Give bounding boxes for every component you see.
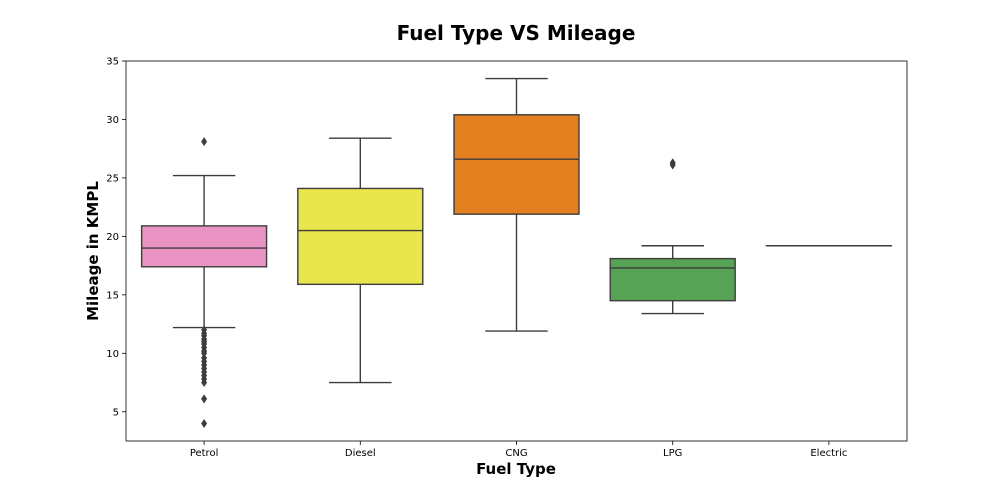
lpg-box — [609, 257, 736, 302]
cng-box — [453, 114, 580, 215]
y-tick-label-35: 35 — [106, 57, 119, 68]
y-tick-label-20: 20 — [106, 232, 119, 243]
petrol-outlier — [201, 394, 208, 404]
chart-title: Fuel Type VS Mileage — [397, 21, 636, 45]
y-tick-label-10: 10 — [106, 349, 119, 360]
y-axis-label: Mileage in KMPL — [84, 181, 102, 321]
y-tick-label-15: 15 — [106, 290, 119, 301]
y-tick-label-5: 5 — [113, 407, 119, 418]
petrol-outlier — [201, 348, 208, 358]
plot-area: 5 10 15 20 25 30 35 Petrol Diesel CNG LPG Electric — [106, 57, 908, 459]
diesel-box — [297, 187, 424, 286]
x-tick-label-lpg: LPG — [663, 448, 682, 459]
petrol-outlier — [201, 418, 208, 428]
petrol-outlier — [201, 137, 208, 147]
y-tick-label-30: 30 — [106, 115, 119, 126]
x-tick-label-electric: Electric — [810, 448, 847, 459]
lpg-outlier — [669, 160, 676, 170]
petrol-outlier — [201, 378, 208, 388]
x-tick-label-diesel: Diesel — [345, 448, 376, 459]
x-axis-label: Fuel Type — [476, 460, 556, 478]
x-tick-label-petrol: Petrol — [190, 448, 219, 459]
y-tick-label-25: 25 — [106, 173, 119, 184]
x-tick-label-cng: CNG — [505, 448, 527, 459]
petrol-box — [140, 225, 268, 268]
